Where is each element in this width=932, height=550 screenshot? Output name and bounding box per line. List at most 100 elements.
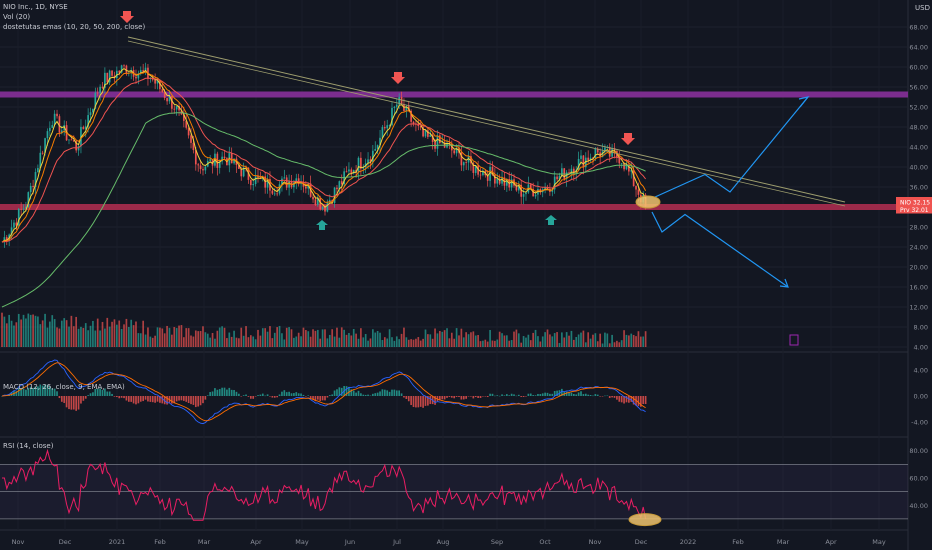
volume-bar [628, 335, 630, 347]
volume-bar [486, 341, 489, 347]
volume-bar [496, 339, 499, 347]
macd-hist-bar [372, 393, 374, 396]
macd-hist-bar [596, 394, 599, 396]
volume-bar [269, 326, 271, 347]
candle-body [395, 104, 398, 107]
macd-hist-bar [269, 396, 271, 397]
macd-hist-bar [345, 386, 348, 396]
macd-hist-bar [171, 396, 173, 404]
volume-bar [575, 337, 578, 347]
macd-hist-bar [82, 396, 85, 401]
candle-body [273, 193, 276, 195]
macd-hist-bar [142, 396, 145, 402]
macd-hist-bar [589, 394, 592, 396]
time-axis-label: Mar [198, 538, 211, 546]
candle-body [242, 167, 245, 177]
price-tick-label: 64.00 [909, 44, 928, 52]
candle-body [108, 70, 111, 83]
macd-hist-bar [214, 388, 216, 396]
volume-legend[interactable]: Vol (20) [3, 13, 31, 21]
candle-body [587, 157, 590, 161]
volume-bar [257, 329, 259, 347]
volume-bar [307, 331, 310, 347]
macd-hist-bar [257, 395, 259, 396]
candle-body [46, 131, 49, 139]
candle-body [455, 148, 458, 154]
candle-body [362, 167, 365, 169]
macd-hist-bar [376, 392, 379, 396]
volume-bar [604, 332, 606, 347]
candle-body [352, 170, 355, 174]
candle-body [324, 207, 326, 212]
macd-hist-bar [321, 396, 324, 401]
candle-body [393, 106, 396, 108]
price-tag-box [896, 197, 932, 206]
macd-hist-bar [20, 387, 22, 396]
candle-body [120, 65, 123, 73]
macd-hist-bar [123, 396, 125, 399]
volume-bar [104, 328, 106, 347]
macd-hist-bar [39, 384, 42, 396]
macd-hist-bar [175, 396, 178, 402]
volume-bar [556, 332, 558, 347]
macd-hist-bar [338, 387, 341, 396]
macd-hist-bar [549, 393, 551, 396]
candle-body [37, 168, 39, 173]
candle-body [561, 168, 563, 176]
volume-bar [453, 338, 456, 347]
macd-hist-bar [75, 396, 78, 411]
volume-bar [520, 342, 523, 347]
macd-hist-bar [305, 396, 307, 397]
volume-bar [436, 333, 439, 347]
volume-bar [568, 335, 570, 347]
volume-bar [494, 340, 496, 347]
macd-hist-bar [113, 396, 116, 397]
time-axis-label: 2022 [680, 538, 697, 546]
volume-bar [302, 327, 305, 347]
volume-bar [192, 336, 195, 347]
macd-hist-bar [417, 396, 420, 408]
macd-hist-bar [288, 391, 290, 396]
macd-hist-bar [498, 395, 501, 397]
macd-hist-bar [223, 387, 226, 396]
candle-body [618, 157, 621, 164]
candle-body [111, 70, 113, 76]
volume-bar [357, 338, 360, 347]
volume-bar [249, 335, 252, 347]
candle-body [238, 165, 240, 169]
volume-bar [221, 326, 223, 347]
candle-body [620, 163, 623, 165]
macd-hist-bar [51, 388, 54, 396]
macd-hist-bar [254, 396, 257, 397]
ema-legend[interactable]: dostetutas emas (10, 20, 50, 200, close) [3, 23, 146, 31]
volume-bar [130, 319, 133, 347]
macd-hist-bar [398, 390, 401, 396]
macd-hist-bar [608, 396, 611, 399]
candle-body [80, 126, 82, 147]
macd-hist-bar [544, 392, 546, 396]
macd-hist-bar [295, 392, 298, 396]
volume-bar [168, 327, 171, 347]
macd-legend[interactable]: MACD (12, 26, close, 9, EMA, EMA) [3, 382, 125, 392]
candle-body [525, 192, 527, 195]
macd-hist-bar [187, 396, 190, 404]
macd-hist-bar [561, 388, 563, 396]
candle-body [72, 140, 75, 142]
volume-bar [429, 334, 432, 347]
candle-body [118, 70, 121, 73]
rsi-legend[interactable]: RSI (14, close) [3, 441, 53, 451]
symbol-title[interactable]: NIO Inc., 1D, NYSE [3, 3, 68, 11]
candle-body [431, 134, 434, 142]
volume-bar [142, 320, 145, 347]
candle-body [491, 166, 494, 175]
macd-hist-bar [572, 394, 575, 396]
volume-bar [343, 329, 345, 347]
support-zone [0, 204, 908, 210]
macd-hist-bar [412, 396, 415, 408]
volume-bar [419, 340, 422, 347]
volume-bar [161, 328, 164, 347]
candle-body [51, 125, 54, 128]
price-tag-box [896, 204, 932, 214]
macd-hist-bar [53, 388, 56, 396]
